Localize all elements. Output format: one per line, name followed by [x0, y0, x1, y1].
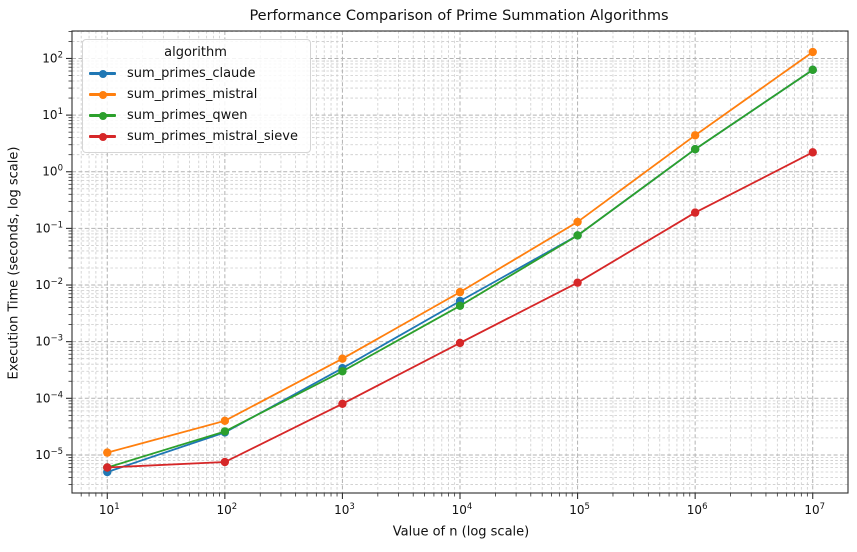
data-point	[690, 208, 700, 217]
legend-rows: sum_primes_claude sum_primes_mistral sum_p…	[89, 63, 302, 147]
legend-line-marker-icon	[89, 111, 116, 121]
y-tick-label: 10−5	[35, 447, 63, 462]
x-tick-label: 102	[216, 502, 237, 517]
legend-line-marker-icon	[89, 90, 116, 100]
legend-item-sum_primes_qwen: sum_primes_qwen	[89, 105, 302, 126]
y-tick-label: 10−4	[35, 390, 63, 405]
x-tick-label: 105	[569, 502, 590, 517]
legend: algorithm sum_primes_claude sum_primes_mi…	[82, 39, 311, 153]
data-point	[573, 278, 582, 287]
x-tick-labels: 101 102 103 104 105 106 107	[99, 502, 825, 517]
y-tick-label: 101	[42, 107, 63, 122]
data-point	[808, 148, 817, 157]
series-sum_primes_mistral_sieve	[103, 148, 817, 472]
data-point	[455, 287, 465, 297]
legend-item-label: sum_primes_qwen	[127, 108, 248, 123]
x-tick-label: 107	[804, 502, 825, 517]
data-point	[220, 427, 230, 436]
y-axis-label: Execution Time (seconds, log scale)	[6, 146, 22, 380]
data-point	[220, 457, 230, 467]
legend-item-label: sum_primes_mistral	[127, 87, 258, 102]
y-tick-label: 100	[42, 164, 63, 179]
data-point	[338, 354, 347, 363]
legend-item-sum_primes_mistral_sieve: sum_primes_mistral_sieve	[89, 126, 302, 147]
data-point	[573, 231, 582, 240]
data-point	[338, 399, 347, 408]
x-tick-label: 103	[334, 502, 355, 517]
data-point	[220, 416, 230, 426]
x-tick-label: 106	[687, 502, 708, 517]
x-axis-label: Value of n (log scale)	[392, 524, 530, 540]
data-point	[808, 47, 817, 57]
legend-item-sum_primes_claude: sum_primes_claude	[89, 63, 302, 84]
x-tick-label: 104	[452, 502, 473, 517]
x-tick-label: 101	[99, 502, 120, 517]
data-point	[103, 448, 112, 457]
y-tick-label: 10−1	[35, 220, 63, 235]
data-point	[103, 463, 112, 472]
series-sum_primes_mistral	[103, 47, 817, 457]
legend-item-sum_primes_mistral: sum_primes_mistral	[89, 84, 302, 105]
data-point	[808, 65, 817, 75]
data-point	[690, 145, 700, 154]
data-point	[455, 301, 465, 310]
data-point	[690, 131, 700, 140]
data-point	[338, 367, 347, 376]
legend-item-label: sum_primes_mistral_sieve	[127, 129, 298, 144]
data-point	[573, 217, 582, 227]
legend-line-marker-icon	[89, 69, 116, 79]
y-tick-labels: 102 101 100 10−1 10−2 10−3 10−4 10−5	[35, 50, 63, 461]
y-tick-label: 10−2	[35, 277, 63, 292]
data-point	[455, 338, 465, 348]
legend-line-marker-icon	[89, 132, 116, 142]
tick-marks	[66, 31, 814, 499]
legend-title: algorithm	[164, 45, 227, 60]
y-tick-label: 102	[42, 50, 63, 65]
legend-item-label: sum_primes_claude	[127, 66, 256, 81]
y-tick-label: 10−3	[35, 334, 63, 349]
chart-title: Performance Comparison of Prime Summatio…	[249, 8, 669, 24]
